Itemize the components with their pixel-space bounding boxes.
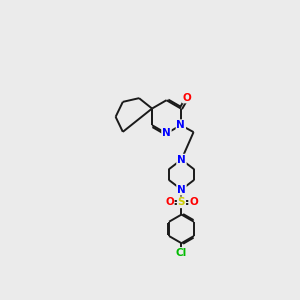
Text: N: N (176, 120, 185, 130)
Text: Cl: Cl (176, 248, 187, 258)
Text: N: N (177, 184, 186, 195)
Text: N: N (177, 154, 186, 165)
Text: O: O (183, 92, 192, 103)
Text: S: S (178, 197, 185, 207)
Text: N: N (162, 128, 171, 139)
Text: O: O (189, 197, 198, 207)
Text: O: O (165, 197, 174, 207)
